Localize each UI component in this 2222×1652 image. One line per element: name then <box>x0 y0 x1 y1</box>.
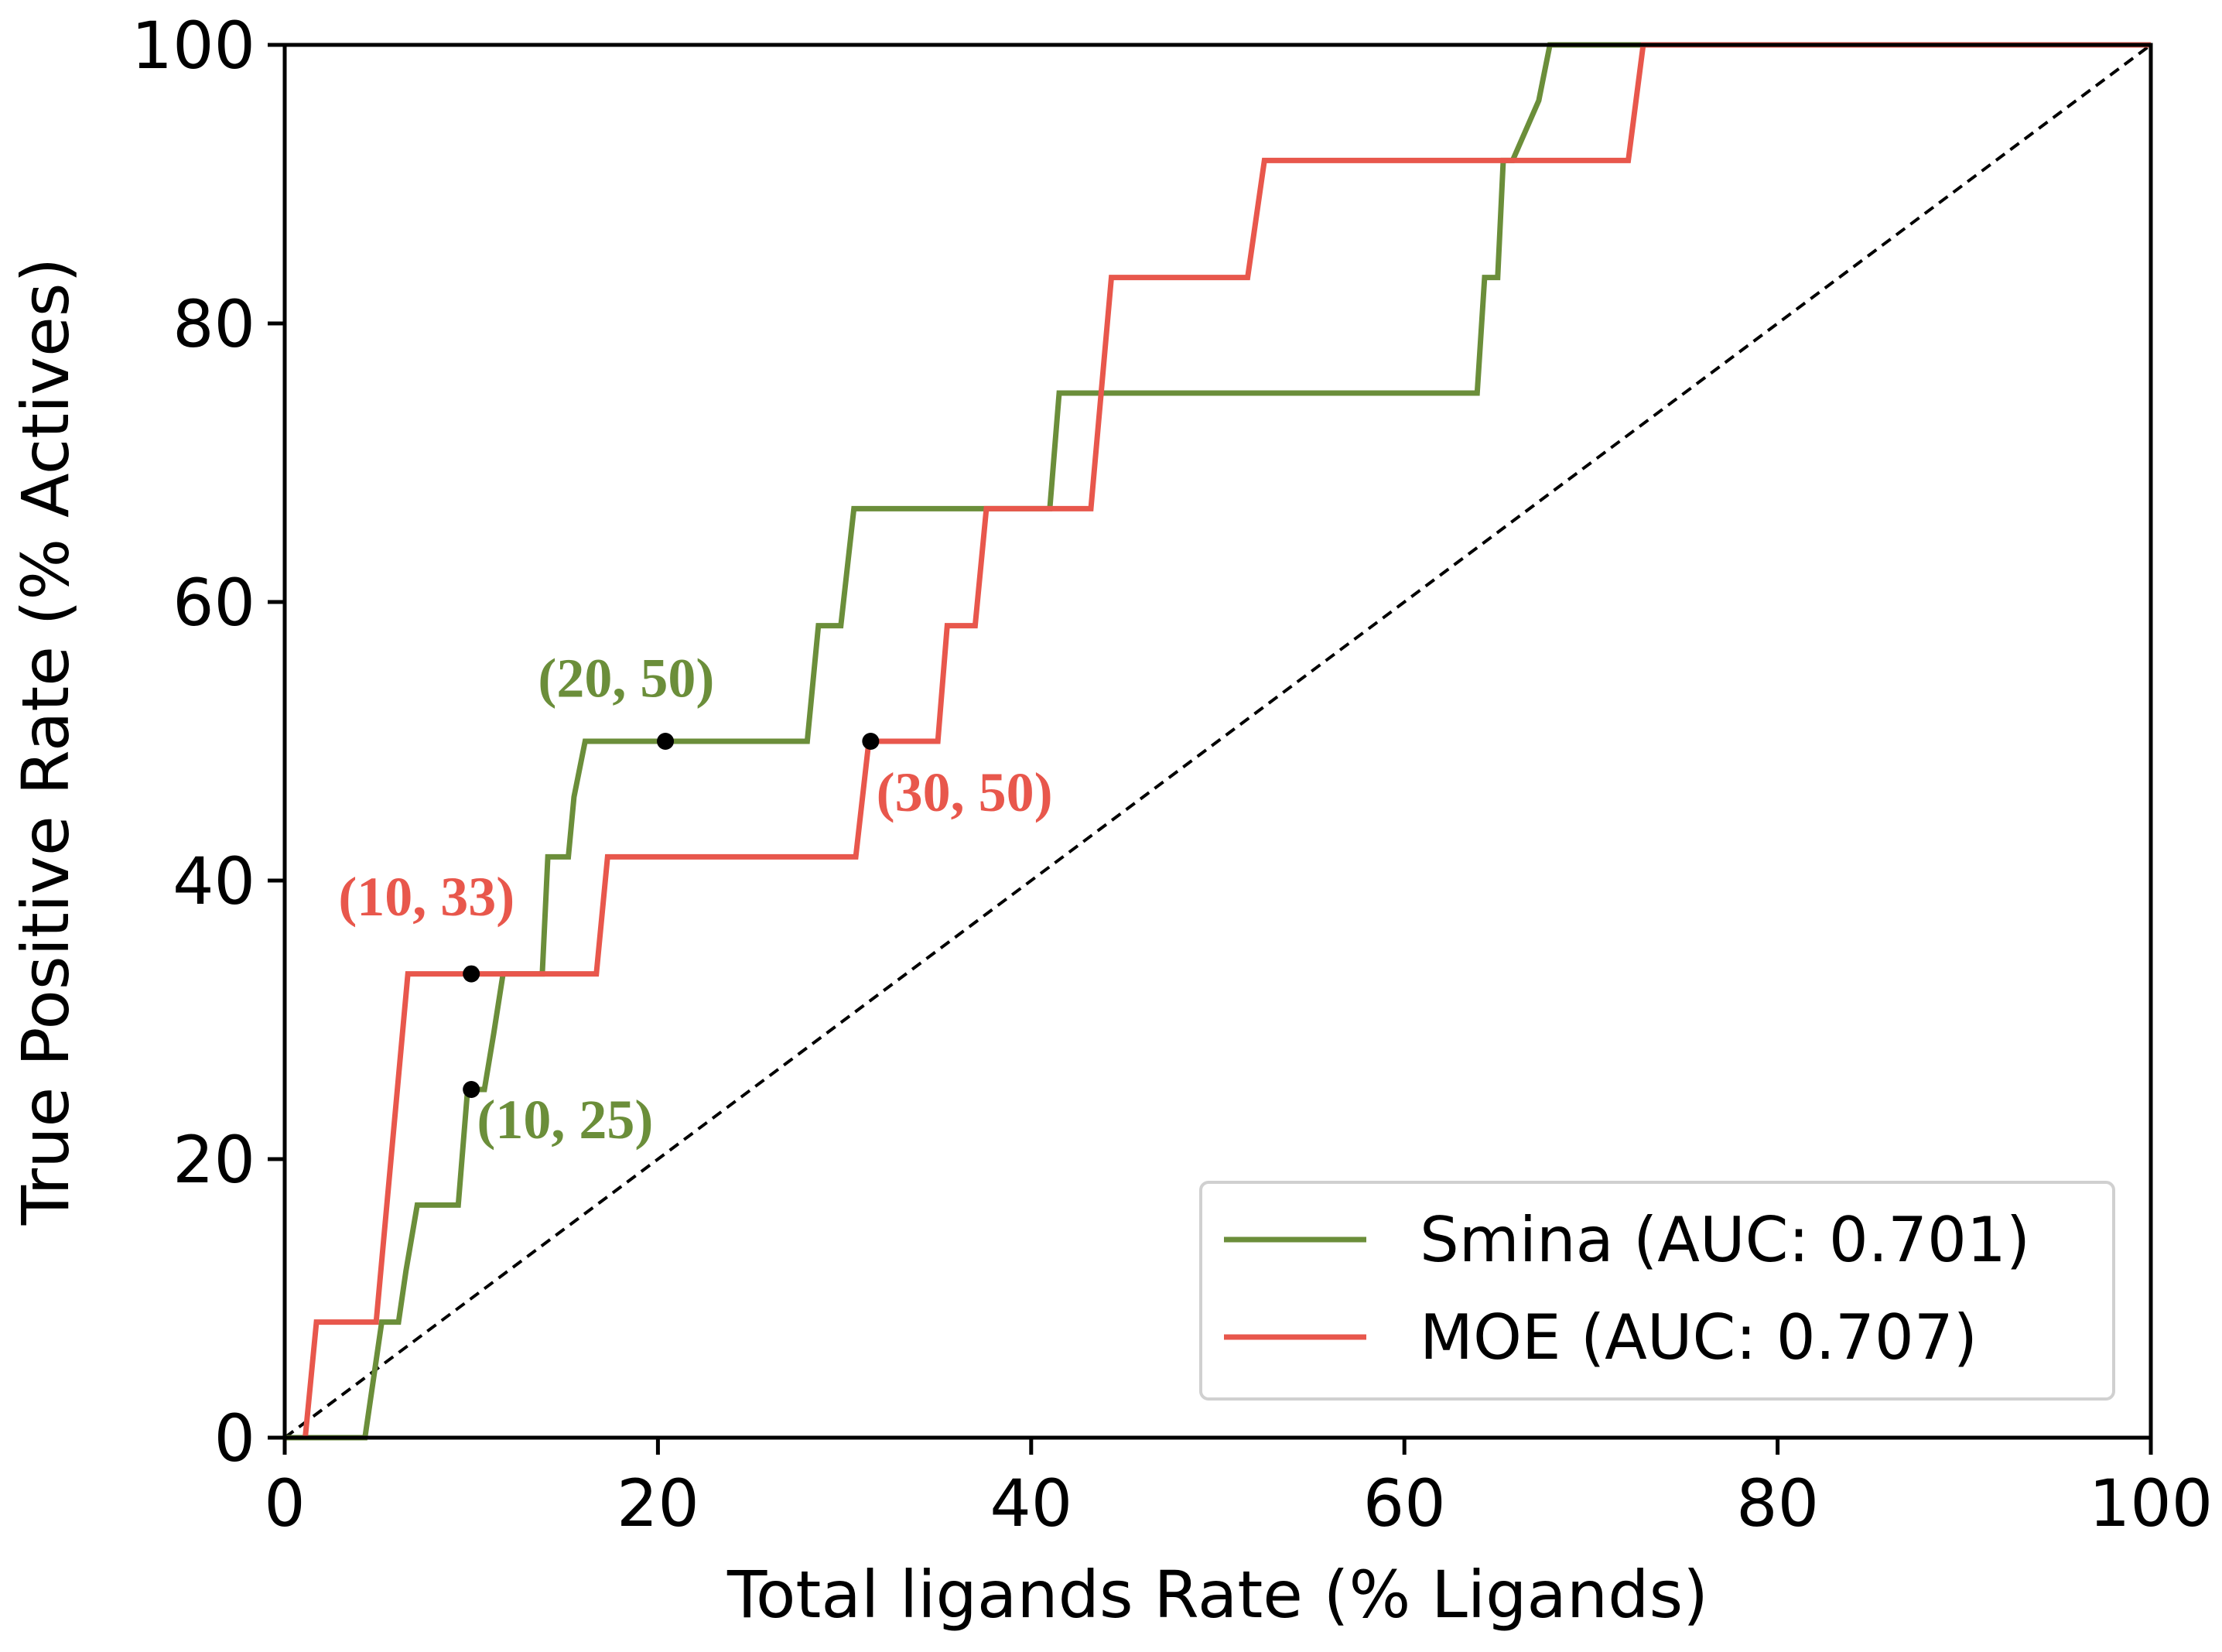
series-layer <box>283 42 2152 1441</box>
x-tick-label: 0 <box>264 1466 305 1541</box>
annotations-layer: (10, 25) (10, 33) (20, 50) (30, 50) <box>338 647 1052 1151</box>
x-tick-label: 40 <box>990 1466 1072 1541</box>
plot-frame <box>282 43 2153 1440</box>
legend-box <box>1199 1181 2115 1401</box>
y-tick-label: 60 <box>173 565 255 641</box>
x-tick-label: 60 <box>1363 1466 1446 1541</box>
series-line-smina <box>285 42 2151 1441</box>
point-marker-2 <box>657 733 675 750</box>
x-tick-label: 80 <box>1736 1466 1819 1541</box>
y-tick-label: 0 <box>214 1401 255 1476</box>
legend: Smina (AUC: 0.701) MOE (AUC: 0.707) <box>1199 1181 2115 1401</box>
x-axis: 0 20 40 60 80 100 <box>264 1438 2213 1541</box>
markers-layer <box>463 733 880 1098</box>
point-marker-0 <box>463 1081 480 1098</box>
x-axis-label: Total ligands Rate (% Ligands) <box>726 1557 1708 1633</box>
y-tick-label: 100 <box>132 8 255 84</box>
point-marker-3 <box>862 733 880 750</box>
legend-label-moe: MOE (AUC: 0.707) <box>1420 1301 1978 1373</box>
x-tick-label: 20 <box>617 1466 699 1541</box>
annotation-label-2: (20, 50) <box>538 647 714 709</box>
series-line-random <box>283 43 2152 1439</box>
y-axis-label: True Positive Rate (% Actives) <box>8 258 84 1226</box>
annotation-label-1: (10, 33) <box>338 866 514 928</box>
y-tick-label: 20 <box>173 1122 255 1198</box>
legend-label-smina: Smina (AUC: 0.701) <box>1420 1204 2030 1276</box>
series-line-moe <box>303 42 2151 1438</box>
y-tick-label: 80 <box>173 286 255 362</box>
point-marker-1 <box>463 965 480 983</box>
y-axis: 0 20 40 60 80 100 <box>132 8 285 1476</box>
x-tick-label: 100 <box>2089 1466 2213 1541</box>
annotation-label-3: (30, 50) <box>877 761 1053 823</box>
annotation-label-0: (10, 25) <box>477 1089 653 1151</box>
y-tick-label: 40 <box>173 843 255 919</box>
